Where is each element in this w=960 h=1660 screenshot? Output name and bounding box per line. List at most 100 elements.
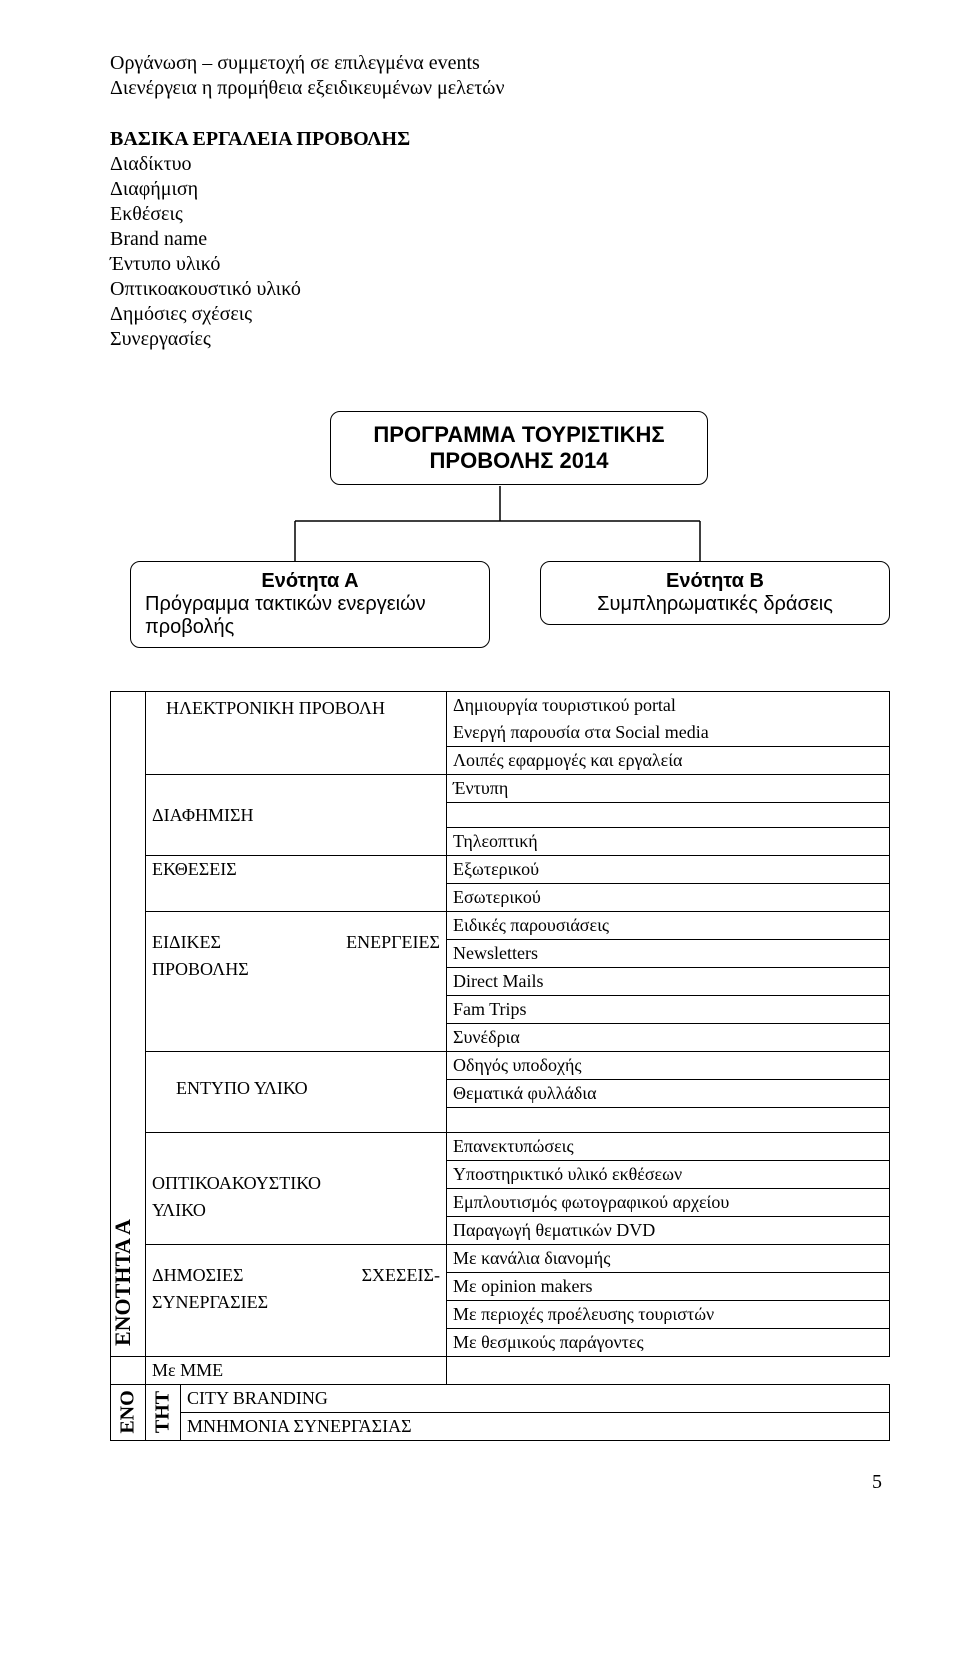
chart-root-line2: ΠΡΟΒΟΛΗΣ 2014 [349, 448, 689, 474]
cell-text: ΔΗΜΟΣΙΕΣ ΣΧΕΣΕΙΣ- [146, 1245, 446, 1289]
cell-text: Τηλεοπτική [447, 828, 889, 855]
left-cell: ΔΙΑΦΗΜΙΣΗ [146, 775, 447, 856]
right-cell: Υποστηρικτικό υλικό εκθέσεων [447, 1161, 890, 1189]
cell-word: ΕΙΔΙΚΕΣ [152, 932, 221, 953]
right-cell: Τηλεοπτική [447, 828, 890, 856]
intro-line: Διενέργεια η προμήθεια εξειδικευμένων με… [110, 77, 890, 100]
cell-text: Εξωτερικού [447, 856, 889, 883]
right-cell: Θεματικά φυλλάδια [447, 1080, 890, 1108]
cell-text: Επανεκτυπώσεις [447, 1133, 889, 1160]
right-cell: Direct Mails [447, 968, 890, 996]
page-number: 5 [110, 1471, 890, 1494]
right-cell: Εξωτερικού [447, 856, 890, 884]
right-cell: Επανεκτυπώσεις [447, 1133, 890, 1161]
section-heading: ΒΑΣΙΚΑ ΕΡΓΑΛΕΙΑ ΠΡΟΒΟΛΗΣ [110, 128, 890, 151]
right-cell: Με ΜΜΕ [146, 1357, 447, 1385]
chart-root-line1: ΠΡΟΓΡΑΜΜΑ ΤΟΥΡΙΣΤΙΚΗΣ [349, 422, 689, 448]
list-item: Συνεργασίες [110, 328, 890, 351]
chart-a-sub: προβολής [145, 616, 475, 639]
left-cell: ΟΠΤΙΚΟΑΚΟΥΣΤΙΚΟ ΥΛΙΚΟ [146, 1133, 447, 1245]
right-cell: Fam Trips [447, 996, 890, 1024]
right-cell: Συνέδρια [447, 1024, 890, 1052]
list-item: Διαδίκτυο [110, 153, 890, 176]
left-cell: ΗΛΕΚΤΡΟΝΙΚΗ ΠΡΟΒΟΛΗ [146, 692, 447, 775]
cell-text: Fam Trips [447, 996, 889, 1023]
intro-line: Οργάνωση – συμμετοχή σε επιλεγμένα event… [110, 52, 890, 75]
intro-text-block: Οργάνωση – συμμετοχή σε επιλεγμένα event… [110, 52, 890, 351]
cell-text: Λοιπές εφαρμογές και εργαλεία [447, 747, 889, 774]
cell-text: Με opinion makers [447, 1273, 889, 1300]
cell-text: ΕΚΘΕΣΕΙΣ [146, 856, 446, 883]
cell-text: ΥΛΙΚΟ [146, 1197, 446, 1224]
right-cell [447, 1108, 890, 1133]
chart-root-box: ΠΡΟΓΡΑΜΜΑ ΤΟΥΡΙΣΤΙΚΗΣ ΠΡΟΒΟΛΗΣ 2014 [330, 411, 708, 485]
right-cell: Με περιοχές προέλευσης τουριστών [447, 1301, 890, 1329]
cell-text: Υποστηρικτικό υλικό εκθέσεων [447, 1161, 889, 1188]
right-cell: Εσωτερικού [447, 884, 890, 912]
cell-text: Με ΜΜΕ [146, 1357, 446, 1384]
cell-text: Συνέδρια [447, 1024, 889, 1051]
cell-text: Newsletters [447, 940, 889, 967]
right-cell: Με opinion makers [447, 1273, 890, 1301]
cell-text: Ειδικές παρουσιάσεις [447, 912, 889, 939]
cell-text: Με θεσμικούς παράγοντες [447, 1329, 889, 1356]
list-item: Οπτικοακουστικό υλικό [110, 278, 890, 301]
cell-text: Με περιοχές προέλευσης τουριστών [447, 1301, 889, 1328]
chart-box-b: Ενότητα Β Συμπληρωματικές δράσεις [540, 561, 890, 625]
cell-word: ΣΧΕΣΕΙΣ- [362, 1265, 440, 1286]
cell-word: ΔΗΜΟΣΙΕΣ [152, 1265, 244, 1286]
vertical-label-cell: ΕΝΟ [111, 1384, 146, 1440]
cell-text: ΔΙΑΦΗΜΙΣΗ [146, 775, 446, 829]
list-item: Διαφήμιση [110, 178, 890, 201]
vertical-label: ΕΝΟ [117, 1390, 140, 1433]
cell-text: Δημιουργία τουριστικού portal [447, 692, 889, 719]
cell-word: ΕΝΕΡΓΕΙΕΣ [346, 932, 440, 953]
vertical-label-cell: ΤΗΤ [146, 1384, 181, 1440]
left-cell: ΕΙΔΙΚΕΣ ΕΝΕΡΓΕΙΕΣ ΠΡΟΒΟΛΗΣ [146, 912, 447, 1052]
vertical-label: ΕΝΟΤΗΤΑ Α [110, 1219, 136, 1346]
right-cell: Παραγωγή θεματικών DVD [447, 1217, 890, 1245]
chart-a-sub: Πρόγραμμα τακτικών ενεργειών [145, 593, 475, 616]
right-cell: Ειδικές παρουσιάσεις [447, 912, 890, 940]
cell-text: Εμπλουτισμός φωτογραφικού αρχείου [447, 1189, 889, 1216]
chart-box-a: Ενότητα Α Πρόγραμμα τακτικών ενεργειών π… [130, 561, 490, 648]
vertical-label-cell: ΕΝΟΤΗΤΑ Α [111, 692, 146, 1357]
right-cell: Newsletters [447, 940, 890, 968]
left-cell: ΔΗΜΟΣΙΕΣ ΣΧΕΣΕΙΣ- ΣΥΝΕΡΓΑΣΙΕΣ [146, 1245, 447, 1357]
cell-text: ΣΥΝΕΡΓΑΣΙΕΣ [146, 1289, 446, 1316]
right-cell: Δημιουργία τουριστικού portal Ενεργή παρ… [447, 692, 890, 747]
cell-text: CITY BRANDING [181, 1385, 889, 1412]
cell-text: Παραγωγή θεματικών DVD [447, 1217, 889, 1244]
left-cell: ΕΚΘΕΣΕΙΣ [146, 856, 447, 912]
cell-text: ΜΝΗΜΟΝΙΑ ΣΥΝΕΡΓΑΣΙΑΣ [181, 1413, 889, 1440]
chart-b-title: Ενότητα Β [555, 570, 875, 593]
cell-text: Ενεργή παρουσία στα Social media [447, 719, 889, 746]
cell-text: ΟΠΤΙΚΟΑΚΟΥΣΤΙΚΟ [146, 1133, 446, 1197]
right-cell: Με κανάλια διανομής [447, 1245, 890, 1273]
cell-text: Οδηγός υποδοχής [447, 1052, 889, 1079]
table2-cell: ΜΝΗΜΟΝΙΑ ΣΥΝΕΡΓΑΣΙΑΣ [181, 1412, 890, 1440]
cell-text: Με κανάλια διανομής [447, 1245, 889, 1272]
right-cell: Λοιπές εφαρμογές και εργαλεία [447, 747, 890, 775]
page: Οργάνωση – συμμετοχή σε επιλεγμένα event… [0, 0, 960, 1534]
cell-text: Direct Mails [447, 968, 889, 995]
cell-text: ΕΙΔΙΚΕΣ ΕΝΕΡΓΕΙΕΣ [146, 912, 446, 956]
section-b-table: ΕΝΟ ΤΗΤ CITY BRANDING ΜΝΗΜΟΝΙΑ ΣΥΝΕΡΓΑΣΙ… [110, 1384, 890, 1441]
list-item: Εκθέσεις [110, 203, 890, 226]
right-cell: Εμπλουτισμός φωτογραφικού αρχείου [447, 1189, 890, 1217]
left-cell: ΕΝΤΥΠΟ ΥΛΙΚΟ [146, 1052, 447, 1133]
cell-text: Έντυπη [447, 775, 889, 802]
right-cell: Έντυπη [447, 775, 890, 803]
vertical-label: ΤΗΤ [152, 1391, 175, 1433]
list-item: Δημόσιες σχέσεις [110, 303, 890, 326]
table2-cell: CITY BRANDING [181, 1384, 890, 1412]
chart-a-title: Ενότητα Α [145, 570, 475, 593]
right-cell: Οδηγός υποδοχής [447, 1052, 890, 1080]
cell-text: Θεματικά φυλλάδια [447, 1080, 889, 1107]
right-cell [447, 803, 890, 828]
chart-b-sub: Συμπληρωματικές δράσεις [555, 593, 875, 616]
section-a-table: ΕΝΟΤΗΤΑ Α ΗΛΕΚΤΡΟΝΙΚΗ ΠΡΟΒΟΛΗ Δημιουργία… [110, 691, 890, 1385]
list-item: Brand name [110, 228, 890, 251]
org-chart: ΠΡΟΓΡΑΜΜΑ ΤΟΥΡΙΣΤΙΚΗΣ ΠΡΟΒΟΛΗΣ 2014 Ενότ… [110, 411, 890, 691]
cell-text: ΕΝΤΥΠΟ ΥΛΙΚΟ [146, 1052, 446, 1102]
